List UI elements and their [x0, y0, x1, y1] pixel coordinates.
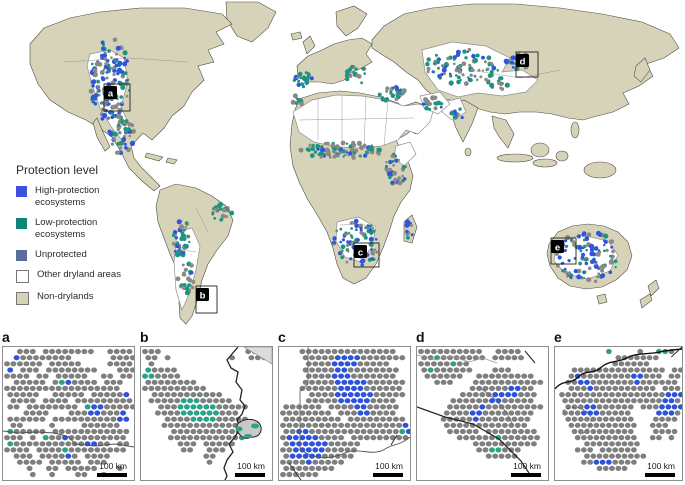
scale-bar: [97, 473, 127, 477]
panel-label-c: c: [278, 329, 286, 345]
panel-box-e: 100 km: [554, 346, 683, 481]
legend-item-low-protection: Low-protection ecosystems: [16, 217, 166, 241]
panel-box-b: 100 km: [140, 346, 273, 481]
panel-label-e: e: [554, 329, 562, 345]
panel-e: e 100 km: [554, 329, 683, 483]
panel-overlay-e: [555, 347, 682, 436]
legend-swatch-low-protection: [16, 217, 27, 229]
legend-swatch-non-drylands: [16, 291, 29, 305]
svg-text:c: c: [358, 248, 363, 259]
map-marker-d: d: [515, 51, 539, 78]
country-borders: [63, 57, 561, 253]
legend-item-high-protection: High-protection ecosystems: [16, 185, 166, 209]
legend-item-unprotected: Unprotected: [16, 249, 166, 261]
map-inset-markers: a b c d e: [103, 51, 577, 314]
legend-item-other-drylands: Other dryland areas: [16, 269, 166, 283]
map-marker-b: b: [195, 285, 218, 314]
panel-label-a: a: [2, 329, 10, 345]
panel-box-c: 100 km: [278, 346, 411, 481]
svg-text:d: d: [520, 57, 526, 68]
panel-dot-grid-e: [559, 348, 682, 471]
panel-label-d: d: [416, 329, 425, 345]
svg-text:a: a: [108, 89, 114, 100]
panel-a: a 100 km: [2, 329, 135, 483]
legend-swatch-unprotected: [16, 249, 27, 261]
map-marker-c: c: [353, 242, 380, 268]
panel-c: c 100 km: [278, 329, 411, 483]
world-map: a b c d e: [29, 1, 680, 325]
panel-box-a: 100 km: [2, 346, 135, 481]
legend-swatch-high-protection: [16, 186, 27, 197]
map-marker-e: e: [550, 237, 577, 265]
legend-title: Protection level: [16, 163, 99, 177]
map-marker-a: a: [103, 83, 131, 112]
legend-label: Unprotected: [35, 248, 87, 260]
legend-label: Low-protection ecosystems: [35, 216, 98, 240]
legend-label: High-protection ecosystems: [35, 185, 100, 208]
scale-bar: [373, 473, 403, 477]
legend-label: Non-drylands: [37, 290, 94, 302]
legend-swatch-other-drylands: [16, 269, 29, 283]
panel-dot-grid-c: [280, 348, 410, 478]
panel-dot-grid-a: [4, 348, 134, 478]
legend-items: High-protection ecosystems Low-protection…: [16, 185, 166, 305]
scale-label: 100 km: [237, 461, 265, 471]
panel-label-b: b: [140, 329, 149, 345]
panel-dot-grid-d: [418, 348, 544, 459]
svg-text:b: b: [200, 291, 206, 302]
scale-label: 100 km: [647, 461, 675, 471]
scale-label: 100 km: [375, 461, 403, 471]
panel-overlay-a: [3, 430, 134, 448]
panel-overlay-d: [417, 350, 536, 474]
scale-label: 100 km: [99, 461, 127, 471]
panel-d: d 100 km: [416, 329, 549, 483]
scale-bar: [235, 473, 265, 477]
panel-overlay-b: [223, 347, 272, 480]
legend-item-non-drylands: Non-drylands: [16, 291, 166, 305]
panel-box-d: 100 km: [416, 346, 549, 481]
scale-label: 100 km: [513, 461, 541, 471]
legend: Protection level High-protection ecosyst…: [16, 163, 166, 313]
scale-bar: [511, 473, 541, 477]
panel-b: b 100 km: [140, 329, 273, 483]
svg-text:e: e: [555, 243, 560, 254]
panel-overlay-c: [288, 347, 410, 480]
scale-bar: [645, 473, 675, 477]
legend-label: Other dryland areas: [37, 268, 121, 280]
